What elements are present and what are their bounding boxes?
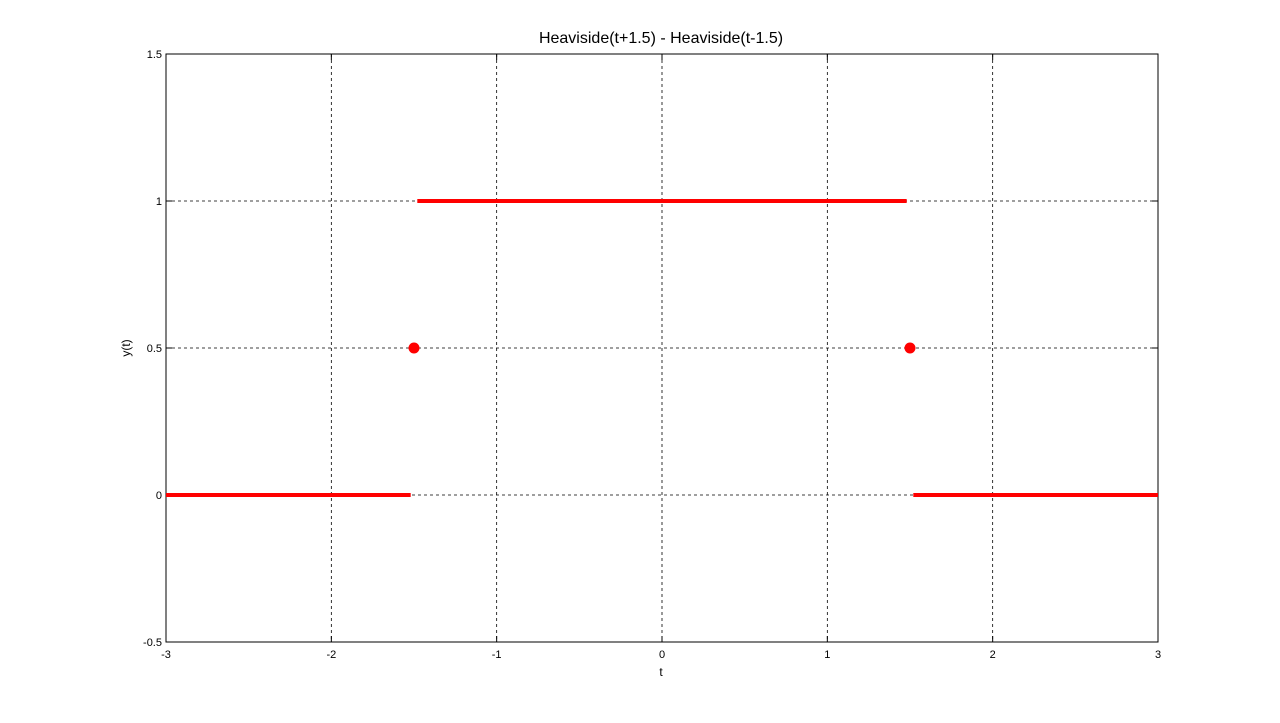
data-point [904, 342, 916, 354]
x-tick-label: 0 [659, 649, 665, 661]
chart-title: Heaviside(t+1.5) - Heaviside(t-1.5) [539, 30, 783, 47]
y-axis-label: y(t) [119, 339, 133, 356]
x-tick-label: -3 [161, 649, 171, 661]
y-tick-label: -0.5 [143, 637, 162, 649]
x-tick-label: 2 [990, 649, 996, 661]
x-tick-label: -2 [326, 649, 336, 661]
x-tick-label: 1 [824, 649, 830, 661]
grid [166, 54, 1158, 642]
series [166, 199, 1158, 497]
data-point [408, 342, 420, 354]
y-tick-label: 0 [156, 490, 162, 502]
x-tick-label: 3 [1155, 649, 1161, 661]
ticks: -3 -2 -1 0 1 2 3 -0.5 0 0.5 1 1.5 [143, 49, 1161, 661]
x-axis-label: t [659, 665, 663, 679]
y-tick-label: 1.5 [147, 49, 162, 61]
y-tick-label: 0.5 [147, 343, 162, 355]
x-tick-label: -1 [492, 649, 502, 661]
y-tick-label: 1 [156, 196, 162, 208]
